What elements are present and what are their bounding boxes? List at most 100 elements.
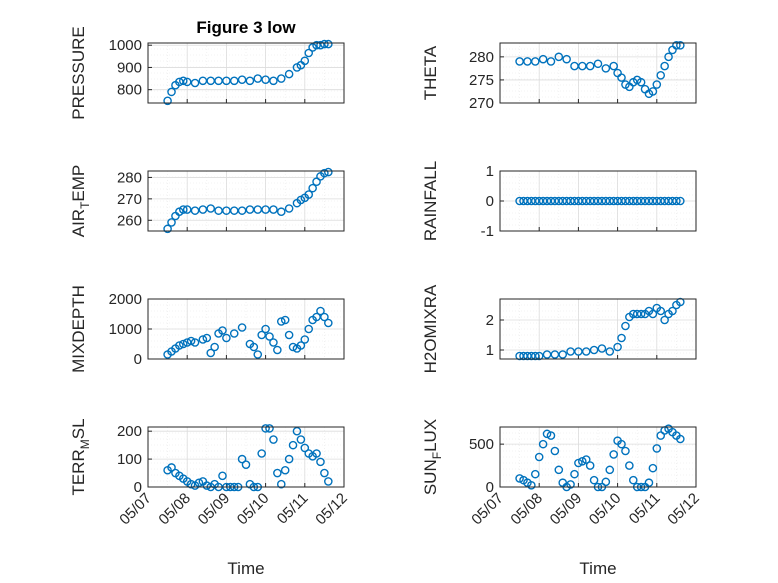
x-axis-label: Time (227, 559, 264, 578)
data-point (210, 342, 219, 352)
data-point (296, 435, 306, 444)
axes-frame (499, 298, 697, 360)
data-point (202, 333, 212, 343)
axes-frame (499, 170, 697, 232)
data-point (672, 41, 681, 50)
y-tick-label: 280 (117, 169, 142, 186)
data-point (178, 205, 188, 214)
y-axis-label: THETA (421, 45, 440, 100)
data-point (269, 205, 278, 214)
data-point (288, 342, 298, 352)
x-tick-label: 05/10 (586, 490, 625, 529)
data-point (617, 73, 626, 82)
data-point (237, 454, 247, 464)
data-point (284, 204, 294, 213)
data-point (609, 450, 618, 459)
axes-frame (147, 298, 345, 360)
data-point (617, 333, 626, 343)
subplot-top-left: 800 900 1000 PRESSURE Figure 3 low (69, 18, 345, 120)
data-point (609, 61, 618, 71)
data-point (253, 74, 263, 83)
axes-frame (499, 42, 697, 104)
data-point (324, 167, 333, 177)
x-tick-label: 05/11 (626, 490, 664, 528)
data-point (292, 426, 302, 436)
data-point (570, 469, 579, 479)
subplot-top-right: 270 275 280 THETA (421, 41, 697, 112)
data-point (530, 57, 540, 66)
x-tick-label: 05/12 (664, 490, 703, 529)
y-tick-label: 260 (117, 212, 142, 229)
x-tick-label: 05/12 (312, 490, 351, 529)
x-tick-label: 05/10 (234, 490, 273, 529)
y-tick-label: 1 (486, 163, 494, 180)
data-point (593, 59, 603, 69)
data-point (621, 321, 630, 331)
data-point (284, 69, 294, 79)
data-point (237, 206, 247, 215)
data-point (542, 429, 552, 439)
data-point (676, 196, 685, 206)
y-tick-label: 500 (469, 436, 494, 453)
data-point (546, 431, 556, 440)
data-point (296, 341, 306, 350)
data-point (218, 471, 227, 481)
data-point (280, 315, 290, 325)
y-tick-label: 0 (134, 479, 142, 496)
data-point (530, 469, 540, 479)
data-point (538, 439, 548, 449)
x-tick-label: 05/08 (155, 490, 194, 529)
data-point (676, 41, 685, 50)
data-point (546, 57, 556, 66)
data-point (589, 475, 599, 485)
data-point (167, 218, 176, 227)
data-point (178, 339, 188, 349)
data-point (261, 424, 270, 433)
data-point (530, 351, 540, 361)
x-tick-label: 05/09 (195, 490, 234, 529)
data-point (273, 468, 282, 478)
data-point (257, 449, 266, 458)
data-point (237, 75, 247, 84)
data-point (249, 342, 259, 352)
data-point (198, 205, 208, 214)
x-tick-label: 05/08 (507, 490, 546, 529)
data-point (538, 54, 548, 64)
data-point (534, 351, 544, 361)
data-point (605, 347, 615, 356)
data-point (660, 315, 669, 325)
subplot-row2-right: -1 0 1 RAINFALL (421, 161, 697, 241)
data-point (273, 345, 282, 355)
data-point (581, 347, 591, 356)
y-tick-label: 100 (117, 451, 142, 468)
y-axis-label: MIXDEPTH (69, 285, 88, 373)
data-point (269, 76, 278, 86)
y-tick-label: 2 (486, 312, 494, 329)
data-point (648, 309, 658, 319)
data-point (304, 324, 314, 334)
data-point (198, 335, 208, 344)
y-axis-label: SUNFLUX (421, 419, 444, 495)
data-point (660, 61, 669, 71)
data-point (316, 306, 325, 316)
data-point (202, 481, 212, 490)
data-point (656, 306, 666, 316)
y-tick-label: 1000 (109, 37, 142, 54)
data-point (241, 460, 251, 469)
data-point (652, 444, 662, 453)
data-point (308, 183, 317, 193)
data-point (534, 452, 544, 462)
data-point (628, 475, 638, 485)
axes-frame (499, 426, 697, 488)
data-point (229, 329, 239, 338)
data-point (245, 76, 255, 86)
y-tick-label: 900 (117, 59, 142, 76)
data-point (218, 326, 227, 335)
data-point (636, 309, 646, 319)
data-point (190, 206, 200, 215)
data-point (648, 87, 658, 96)
y-tick-label: 270 (117, 191, 142, 208)
data-point (190, 78, 200, 88)
data-point (182, 205, 192, 214)
